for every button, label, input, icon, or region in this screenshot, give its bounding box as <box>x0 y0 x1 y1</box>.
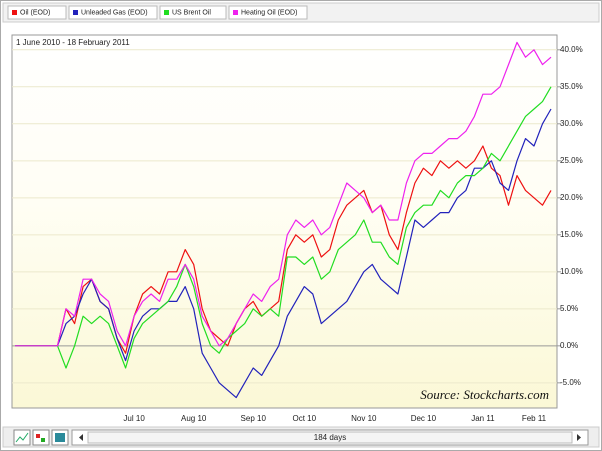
y-tick-label: 5.0% <box>560 304 578 313</box>
icon-glyph <box>55 433 65 442</box>
x-tick-label: Nov 10 <box>351 414 377 423</box>
range-label: 184 days <box>314 433 346 442</box>
x-tick-label: Jan 11 <box>471 414 495 423</box>
icon-glyph <box>15 432 29 443</box>
legend-tab <box>159 5 227 20</box>
x-tick-label: Dec 10 <box>411 414 437 423</box>
y-tick-label: 10.0% <box>560 267 583 276</box>
y-tick-label: 20.0% <box>560 193 583 202</box>
toolbar: 184 days <box>2 426 600 448</box>
series-line <box>15 41 552 347</box>
icon-glyph <box>41 438 45 442</box>
subtitle: 1 June 2010 - 18 February 2011 <box>16 38 130 47</box>
y-tick-label: 15.0% <box>560 230 583 239</box>
plot-area <box>11 34 558 409</box>
annotation: Source: Stockcharts.com <box>420 387 549 402</box>
legend-label: Heating Oil (EOD) <box>241 9 297 16</box>
y-tick-label: -5.0% <box>560 378 581 387</box>
y-tick-label: 30.0% <box>560 119 583 128</box>
line-icon[interactable] <box>13 429 31 446</box>
legend-tab <box>68 5 158 20</box>
legend-swatch <box>233 10 238 15</box>
series-line <box>15 86 552 369</box>
x-tick-label: Sep 10 <box>241 414 267 423</box>
y-tick-label: 25.0% <box>560 156 583 165</box>
x-tick-label: Feb 11 <box>522 414 547 423</box>
icon-glyph <box>36 434 40 438</box>
legend-tab <box>228 5 308 20</box>
series-line <box>15 108 552 399</box>
legend-swatch <box>12 10 17 15</box>
x-tick-label: Jul 10 <box>123 414 145 423</box>
scroll-thumb[interactable] <box>87 431 573 444</box>
legend-tab <box>7 5 67 20</box>
scroll-left[interactable] <box>79 434 83 441</box>
legend-swatch <box>73 10 78 15</box>
x-tick-label: Oct 10 <box>292 414 316 423</box>
legend-label: US Brent Oil <box>172 9 211 16</box>
bar-icon[interactable] <box>32 429 50 446</box>
legend-label: Unleaded Gas (EOD) <box>81 9 148 16</box>
x-tick-label: Aug 10 <box>181 414 207 423</box>
legend-label: Oil (EOD) <box>20 9 50 16</box>
y-tick-label: 35.0% <box>560 82 583 91</box>
legend-swatch <box>164 10 169 15</box>
y-tick-label: 0.0% <box>560 341 578 350</box>
scroll-right[interactable] <box>577 434 581 441</box>
y-tick-label: 40.0% <box>560 45 583 54</box>
